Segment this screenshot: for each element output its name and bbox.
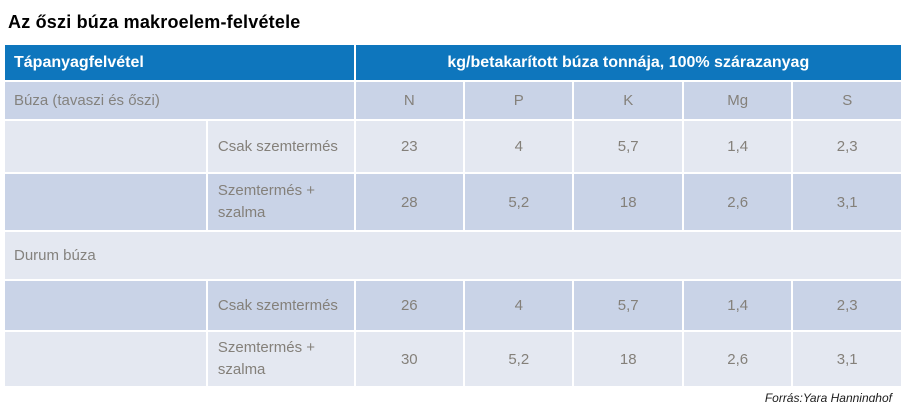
table-row: Szemtermés + szalma 28 5,2 18 2,6 3,1: [5, 174, 901, 230]
value-cell: 4: [465, 121, 573, 172]
value-cell: 2,3: [793, 281, 901, 330]
value-cell: 23: [355, 121, 464, 172]
table-row: Csak szemtermés 23 4 5,7 1,4 2,3: [5, 121, 901, 172]
row-label: Szemtermés + szalma: [207, 174, 354, 230]
value-cell: 26: [355, 281, 464, 330]
group-row-buza: Búza (tavaszi és őszi) N P K Mg S: [5, 82, 901, 119]
value-cell: 28: [355, 174, 464, 230]
row-label: Csak szemtermés: [207, 121, 354, 172]
value-cell: 5,2: [465, 332, 573, 386]
value-cell: 18: [574, 174, 682, 230]
source-attribution: Forrás:Yara Hanninghof: [764, 391, 892, 402]
value-cell: 3,1: [793, 332, 901, 386]
col-header-k: K: [574, 82, 682, 119]
value-cell: 2,6: [683, 174, 792, 230]
spacer-cell: [5, 332, 206, 386]
value-cell: 1,4: [683, 121, 792, 172]
value-cell: 2,6: [683, 332, 792, 386]
row-label: Szemtermés + szalma: [207, 332, 354, 386]
col-header-mg: Mg: [683, 82, 792, 119]
table-header-row: Tápanyagfelvétel kg/betakarított búza to…: [5, 45, 901, 80]
header-cell-nutrient-uptake: Tápanyagfelvétel: [5, 45, 354, 80]
group-row-durum: Durum búza: [5, 232, 901, 279]
row-label: Csak szemtermés: [207, 281, 354, 330]
value-cell: 2,3: [793, 121, 901, 172]
value-cell: 30: [355, 332, 464, 386]
spacer-cell: [5, 174, 206, 230]
value-cell: 3,1: [793, 174, 901, 230]
group-label: Búza (tavaszi és őszi): [5, 82, 354, 119]
value-cell: 5,7: [574, 281, 682, 330]
spacer-cell: [5, 121, 206, 172]
col-header-n: N: [355, 82, 464, 119]
col-header-s: S: [793, 82, 901, 119]
group-label: Durum búza: [5, 232, 901, 279]
table-row: Csak szemtermés 26 4 5,7 1,4 2,3: [5, 281, 901, 330]
value-cell: 18: [574, 332, 682, 386]
value-cell: 5,2: [465, 174, 573, 230]
nutrient-uptake-table: Tápanyagfelvétel kg/betakarított búza to…: [3, 43, 903, 388]
value-cell: 4: [465, 281, 573, 330]
value-cell: 1,4: [683, 281, 792, 330]
page-title: Az őszi búza makroelem-felvétele: [8, 12, 301, 32]
table-row: Szemtermés + szalma 30 5,2 18 2,6 3,1: [5, 332, 901, 386]
value-cell: 5,7: [574, 121, 682, 172]
header-cell-unit: kg/betakarított búza tonnája, 100% szára…: [355, 45, 901, 80]
spacer-cell: [5, 281, 206, 330]
col-header-p: P: [465, 82, 573, 119]
